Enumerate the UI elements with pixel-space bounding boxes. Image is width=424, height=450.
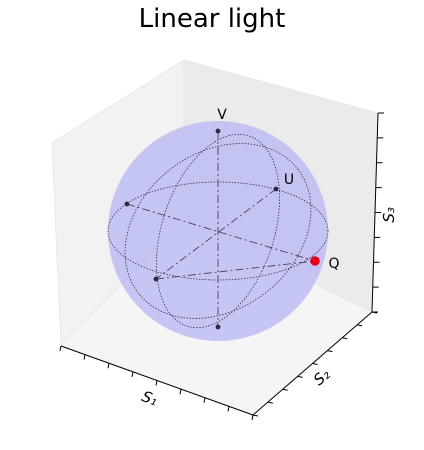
- z-axis-label: S₃: [380, 207, 399, 223]
- state-point: [310, 256, 320, 266]
- axis-lines: [59, 112, 384, 421]
- x-axis-tick-6: [203, 397, 206, 403]
- y-axis-tick-2: [282, 388, 288, 391]
- pole-point-bottom: [215, 324, 221, 330]
- meridian-circle-sq: [124, 143, 312, 319]
- pole-point-top: [215, 128, 221, 134]
- x-axis-tick-4: [155, 380, 158, 386]
- pole-point-u: [273, 186, 279, 192]
- x-axis-ticks: [59, 345, 254, 421]
- y-axis-tick-4: [312, 363, 318, 365]
- point-label-q: Q: [328, 256, 339, 272]
- x-axis-tick-0: [59, 345, 62, 352]
- pole-point-front: [153, 276, 159, 282]
- z-axis-ticks: [372, 112, 384, 313]
- point-label-u: U: [284, 172, 294, 188]
- x-axis-tick-2: [107, 363, 110, 369]
- y-axis-tick-5: [327, 350, 333, 353]
- x-axis-tick-7: [227, 406, 230, 412]
- y-axis-tick-1: [267, 401, 273, 404]
- y-axis-tick-7: [357, 324, 363, 327]
- s1-axis-dashdot: [155, 260, 316, 280]
- s2-axis-dashdot: [126, 203, 316, 262]
- meridian-circle-su: [156, 133, 280, 329]
- pole-point-left: [124, 201, 130, 207]
- x-axis-tick-8: [251, 414, 254, 421]
- chart-title: Linear light: [139, 4, 286, 34]
- pole-points: [124, 128, 279, 330]
- x-axis-tick-3: [131, 371, 134, 377]
- point-label-v: V: [217, 107, 227, 123]
- su-axis-dashdot: [155, 188, 277, 280]
- x-axis-label: S₁: [139, 387, 160, 409]
- y-axis-tick-6: [342, 337, 348, 340]
- x-axis-tick-5: [179, 389, 182, 395]
- y-axis-tick-3: [297, 375, 303, 378]
- y-axis-tick-0: [252, 414, 259, 417]
- sphere-axes: [126, 131, 316, 327]
- y-axis-ticks: [252, 311, 378, 417]
- y-axis-label: S₂: [310, 365, 333, 389]
- x-axis-tick-1: [83, 354, 86, 360]
